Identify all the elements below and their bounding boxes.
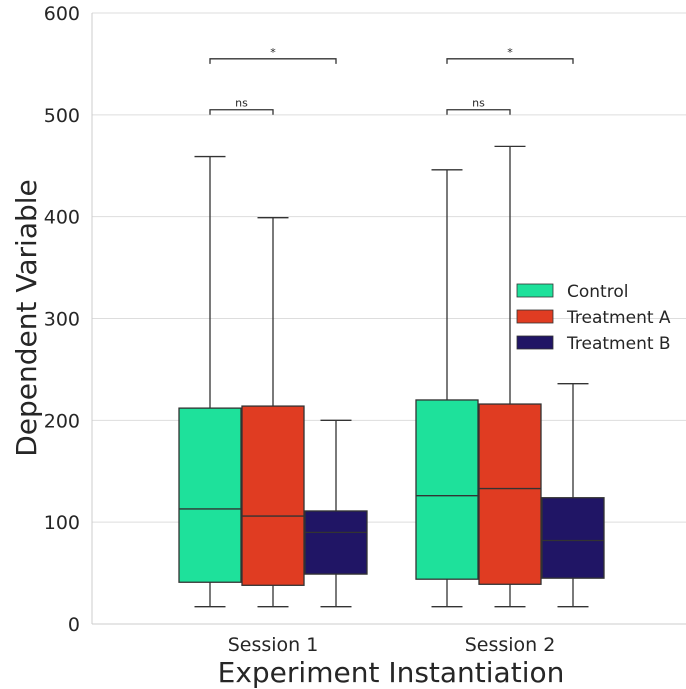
significance-label: ns xyxy=(235,97,248,110)
box-1-0 xyxy=(241,405,305,586)
x-axis-label: Experiment Instantiation xyxy=(218,656,565,689)
y-tick-label: 300 xyxy=(44,309,80,331)
x-tick-labels: Session 1 Session 2 xyxy=(228,634,556,656)
significance-label: ns xyxy=(472,97,485,110)
box-2-1 xyxy=(541,497,605,579)
legend-swatch xyxy=(516,309,554,324)
box-2-0 xyxy=(304,510,368,575)
significance-bracket xyxy=(446,109,511,115)
y-axis-label: Dependent Variable xyxy=(10,179,43,457)
legend-label: Control xyxy=(567,282,628,302)
legend-swatch xyxy=(516,283,554,298)
legend-label: Treatment B xyxy=(566,334,671,354)
y-tick-label: 400 xyxy=(44,207,80,229)
box-series xyxy=(178,145,605,608)
y-tick-label: 200 xyxy=(44,410,80,432)
legend-swatch xyxy=(516,335,554,350)
significance-bracket xyxy=(209,58,337,64)
box-0-0 xyxy=(178,407,242,583)
legend-label: Treatment A xyxy=(566,308,671,328)
y-tick-labels: 0 100 200 300 400 500 600 xyxy=(44,3,80,636)
y-tick-label: 100 xyxy=(44,512,80,534)
significance-label: * xyxy=(507,46,513,59)
box-1-1 xyxy=(478,403,542,585)
y-tick-label: 500 xyxy=(44,105,80,127)
legend: Control Treatment A Treatment B xyxy=(516,282,671,354)
x-tick-label: Session 2 xyxy=(465,634,556,656)
significance-annotations: ns * ns * xyxy=(209,46,574,115)
axes xyxy=(91,13,686,625)
box-0-1 xyxy=(415,399,479,580)
x-tick-label: Session 1 xyxy=(228,634,319,656)
significance-label: * xyxy=(270,46,276,59)
significance-bracket xyxy=(209,109,274,115)
significance-bracket xyxy=(446,58,574,64)
y-tick-label: 600 xyxy=(44,3,80,25)
y-tick-label: 0 xyxy=(68,614,80,636)
